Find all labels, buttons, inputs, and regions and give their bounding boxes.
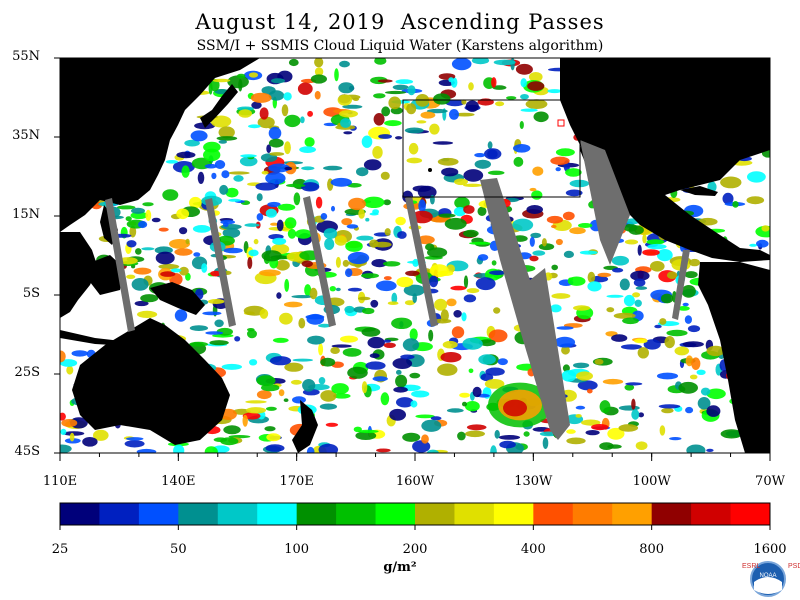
- colorbar-swatch: [415, 503, 455, 525]
- colorbar-swatch: [375, 503, 416, 525]
- colorbar-swatch: [99, 503, 140, 525]
- colorbar-swatch: [612, 503, 653, 525]
- land-north-america: [560, 58, 770, 262]
- latitude-label: 25S: [14, 365, 40, 380]
- swath-gaps: [105, 140, 690, 440]
- colorbar-tick-label: 100: [284, 542, 310, 557]
- colorbar: [59, 502, 771, 530]
- colorbar-tick-label: 800: [639, 542, 665, 557]
- land-hawaii: [428, 168, 432, 172]
- colorbar-swatch: [572, 503, 613, 525]
- land-new-guinea: [150, 282, 205, 315]
- colorbar-swatch: [691, 503, 732, 525]
- longitude-label: 110E: [42, 474, 78, 489]
- colorbar-tick-label: 400: [520, 542, 546, 557]
- logo-right-text: PSD: [788, 563, 800, 570]
- map-title: August 14, 2019 Ascending Passes: [195, 10, 605, 34]
- latitude-label: 15N: [12, 207, 40, 222]
- region-box: [402, 99, 581, 198]
- latitude-label: 45S: [14, 444, 40, 459]
- svg-text:NOAA: NOAA: [759, 573, 776, 579]
- colorbar-swatch: [60, 503, 100, 525]
- latitude-label: 35N: [12, 128, 40, 143]
- region-marker: [557, 119, 565, 127]
- colorbar-tick-label: 25: [51, 542, 69, 557]
- longitude-label: 160W: [395, 474, 435, 489]
- land-masses: [60, 58, 770, 453]
- colorbar-swatch: [178, 503, 219, 525]
- longitude-label: 100W: [632, 474, 671, 489]
- longitude-label: 140E: [161, 474, 196, 489]
- colorbar-swatch: [257, 503, 298, 525]
- land-south-america: [698, 262, 770, 453]
- latitude-label: 5S: [22, 286, 40, 301]
- colorbar-swatch: [336, 503, 377, 525]
- latitude-label: 55N: [12, 49, 40, 64]
- longitude-label: 70W: [755, 474, 785, 489]
- colorbar-tick-label: 50: [170, 542, 187, 557]
- land-japan: [200, 84, 238, 128]
- land-borneo: [90, 255, 124, 295]
- land-australia: [72, 318, 230, 445]
- land-indochina: [60, 232, 98, 318]
- colorbar-tick-label: 200: [402, 542, 428, 557]
- noaa-logo: NOAA ESRL PSD: [742, 561, 800, 597]
- land-new-zealand: [292, 400, 318, 453]
- colorbar-tick-label: 1600: [753, 542, 787, 557]
- land-cuba: [680, 186, 718, 196]
- colorbar-swatch: [533, 503, 574, 525]
- colorbar-swatch: [651, 503, 692, 525]
- longitude-label: 130W: [514, 474, 553, 489]
- colorbar-swatch: [296, 503, 337, 525]
- land-asia: [60, 58, 260, 232]
- logo-left-text: ESRL: [742, 563, 760, 570]
- colorbar-swatch: [217, 503, 258, 525]
- axis-ticks: [54, 57, 771, 461]
- map-subtitle: SSM/I + SSMIS Cloud Liquid Water (Karste…: [196, 38, 604, 54]
- colorbar-swatch: [138, 503, 179, 525]
- longitude-label: 170E: [279, 474, 314, 489]
- colorbar-unit: g/m²: [383, 560, 417, 575]
- cloud-liquid-water-field: [60, 58, 770, 453]
- colorbar-swatch: [493, 503, 534, 525]
- colorbar-swatch: [454, 503, 495, 525]
- colorbar-swatch: [730, 503, 771, 525]
